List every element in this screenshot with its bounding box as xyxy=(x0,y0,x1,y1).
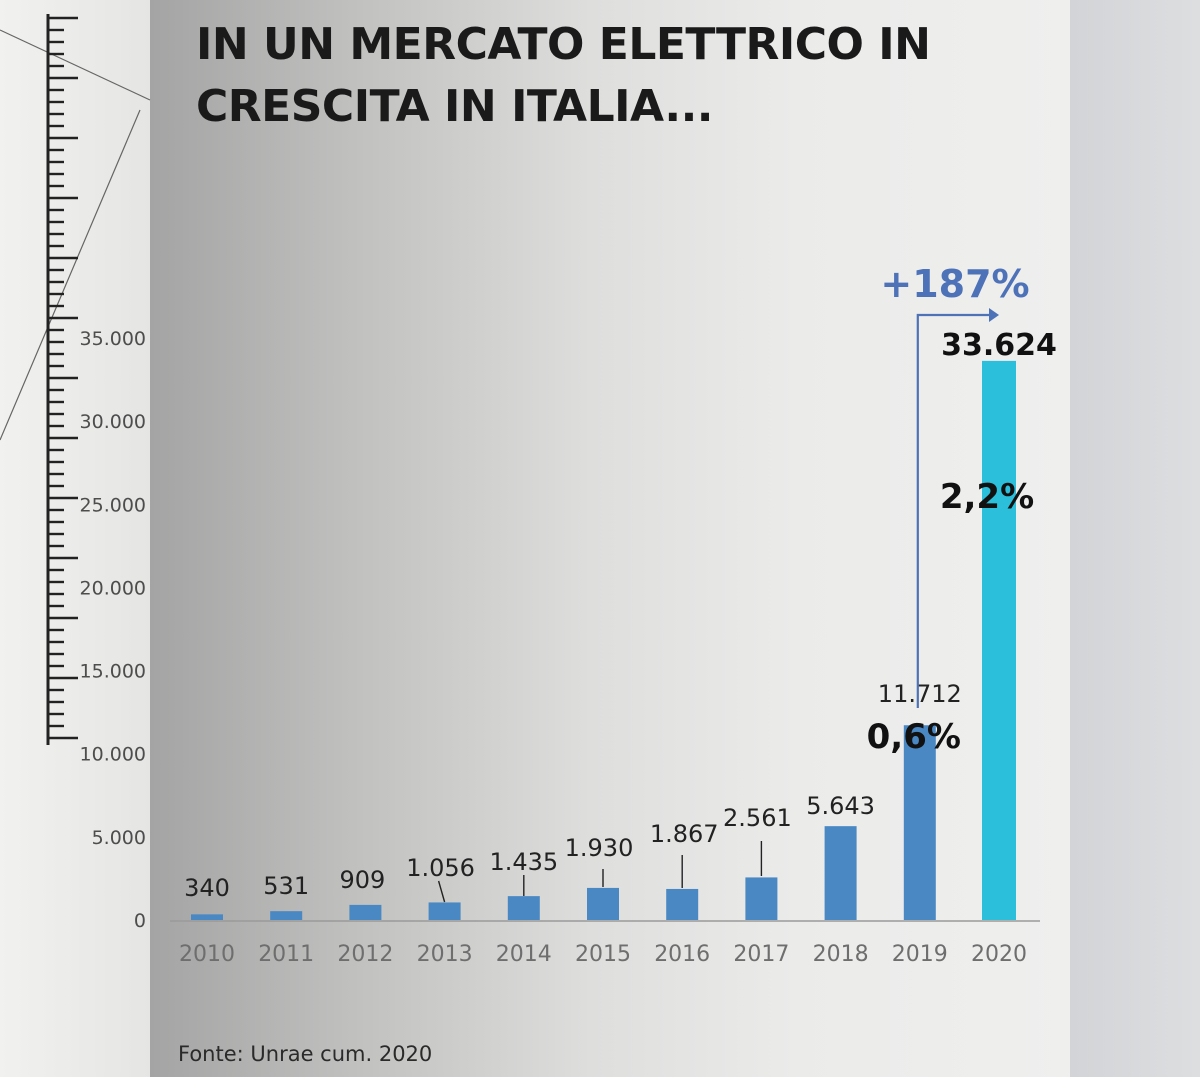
data-label: 33.624 xyxy=(941,328,1057,363)
growth-label: +187% xyxy=(880,262,1029,306)
y-tick-label: 0 xyxy=(134,910,146,932)
data-label: 531 xyxy=(263,872,309,900)
bar xyxy=(903,725,936,920)
x-tick-label: 2018 xyxy=(813,942,869,967)
x-tick-label: 2011 xyxy=(258,942,314,967)
data-label: 1.867 xyxy=(650,820,719,848)
ruler-decoration xyxy=(0,14,151,745)
x-tick-label: 2015 xyxy=(575,942,631,967)
bar xyxy=(349,904,382,920)
data-label: 1.056 xyxy=(406,854,475,882)
data-label: 11.712 xyxy=(878,680,962,708)
x-tick-label: 2019 xyxy=(892,942,948,967)
bars xyxy=(191,360,1016,920)
y-tick-label: 30.000 xyxy=(80,411,146,433)
background-left xyxy=(0,0,150,1077)
bar xyxy=(507,896,540,920)
x-axis: 2010 2011 2012 2013 2014 2015 2016 2017 2018 2019… xyxy=(170,920,1040,967)
bar xyxy=(270,911,303,920)
x-tick-label: 2014 xyxy=(496,942,552,967)
y-axis: 0 5.000 10.000 15.000 20.000 25.000 30.000 35.0… xyxy=(80,328,146,932)
bar xyxy=(587,887,619,920)
growth-arrow-head xyxy=(989,308,999,322)
bar xyxy=(666,888,699,920)
ruler-line xyxy=(0,29,151,101)
ruler-line xyxy=(0,109,141,441)
source-note: Fonte: Unrae cum. 2020 xyxy=(178,1042,433,1066)
x-tick-label: 2012 xyxy=(337,942,393,967)
leader-line xyxy=(437,880,446,903)
x-tick-label: 2013 xyxy=(417,942,473,967)
data-label: 909 xyxy=(339,866,385,894)
data-label: 1.930 xyxy=(565,834,634,862)
x-tick-label: 2017 xyxy=(733,942,789,967)
bar xyxy=(191,914,223,920)
data-label: 5.643 xyxy=(806,792,875,820)
chart-title: IN UN MERCATO ELETTRICO IN CRESCITA IN I… xyxy=(196,19,931,132)
bar xyxy=(745,877,778,920)
x-tick-label: 2010 xyxy=(179,942,235,967)
bar xyxy=(428,902,461,920)
bar xyxy=(982,360,1016,920)
share-2020-label: 2,2% xyxy=(940,477,1034,517)
data-label: 2.561 xyxy=(723,804,792,832)
y-tick-label: 20.000 xyxy=(80,577,146,599)
data-label: 1.435 xyxy=(489,848,558,876)
annotations: 0,6% 2,2% +187% xyxy=(867,262,1034,757)
bar xyxy=(824,826,857,920)
x-tick-label: 2020 xyxy=(971,942,1027,967)
background-right xyxy=(1070,0,1200,1077)
y-tick-label: 35.000 xyxy=(80,328,146,350)
growth-arrow xyxy=(916,313,991,708)
x-tick-label: 2016 xyxy=(654,942,710,967)
data-label: 340 xyxy=(184,874,230,902)
share-2019-label: 0,6% xyxy=(867,717,961,757)
y-tick-label: 15.000 xyxy=(80,661,146,683)
y-tick-label: 25.000 xyxy=(80,494,146,516)
y-tick-label: 10.000 xyxy=(80,744,146,766)
y-tick-label: 5.000 xyxy=(92,827,146,849)
